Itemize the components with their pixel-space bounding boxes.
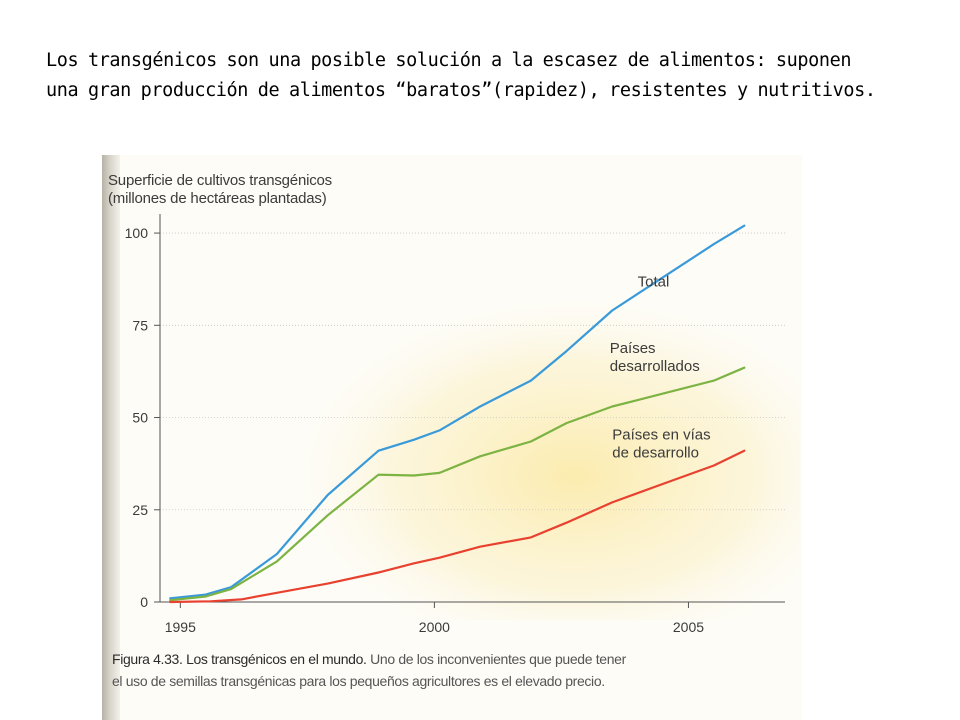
caption-text-2: el uso de semillas transgénicas para los…	[112, 673, 605, 689]
series-label-total-line: Total	[638, 274, 670, 291]
series-label-developing-line: de desarrollo	[612, 445, 699, 462]
y-tick-label: 50	[132, 410, 148, 426]
series-line-developed	[169, 366, 746, 602]
axes: 0 25 50 75 100 1995 2000 2005	[125, 214, 785, 635]
series-label-developing-line: Países en vías	[612, 427, 710, 444]
x-tick-label: 2000	[419, 619, 450, 635]
y-tick-label: 100	[125, 225, 149, 241]
caption-figure-title: Los transgénicos en el mundo.	[186, 651, 367, 667]
x-tick-label: 2005	[673, 619, 704, 635]
series	[169, 224, 746, 604]
y-tick-label: 0	[140, 594, 148, 610]
book-spine-shadow	[102, 155, 120, 720]
series-line-total	[169, 224, 746, 600]
x-tick-label: 1995	[165, 619, 196, 635]
caption-figure-label: Figura 4.33.	[112, 651, 183, 667]
slide-title: Los transgénicos son una posible solució…	[46, 46, 936, 106]
y-tick-label: 25	[132, 502, 148, 518]
background-illustration	[300, 300, 800, 620]
grid	[160, 232, 785, 511]
slide-title-line-1: Los transgénicos son una posible solució…	[46, 50, 852, 71]
caption-text-1: Uno de los inconvenientes que puede tene…	[370, 651, 626, 667]
chart-title-line-1: Superficie de cultivos transgénicos	[108, 172, 332, 189]
caption-line-1: Figura 4.33. Los transgénicos en el mund…	[112, 648, 772, 670]
figure-caption: Figura 4.33. Los transgénicos en el mund…	[112, 648, 772, 692]
series-label-developed-line: desarrollados	[610, 358, 700, 375]
slide-title-line-2: una gran producción de alimentos “barato…	[46, 80, 876, 101]
y-tick-label: 75	[132, 317, 148, 333]
series-line-developing	[169, 449, 746, 604]
series-label-developed-line: Países	[610, 340, 656, 357]
chart-subtitle: (millones de hectáreas plantadas)	[108, 190, 327, 207]
chart-title: Superficie de cultivos transgénicos (mil…	[108, 172, 332, 208]
